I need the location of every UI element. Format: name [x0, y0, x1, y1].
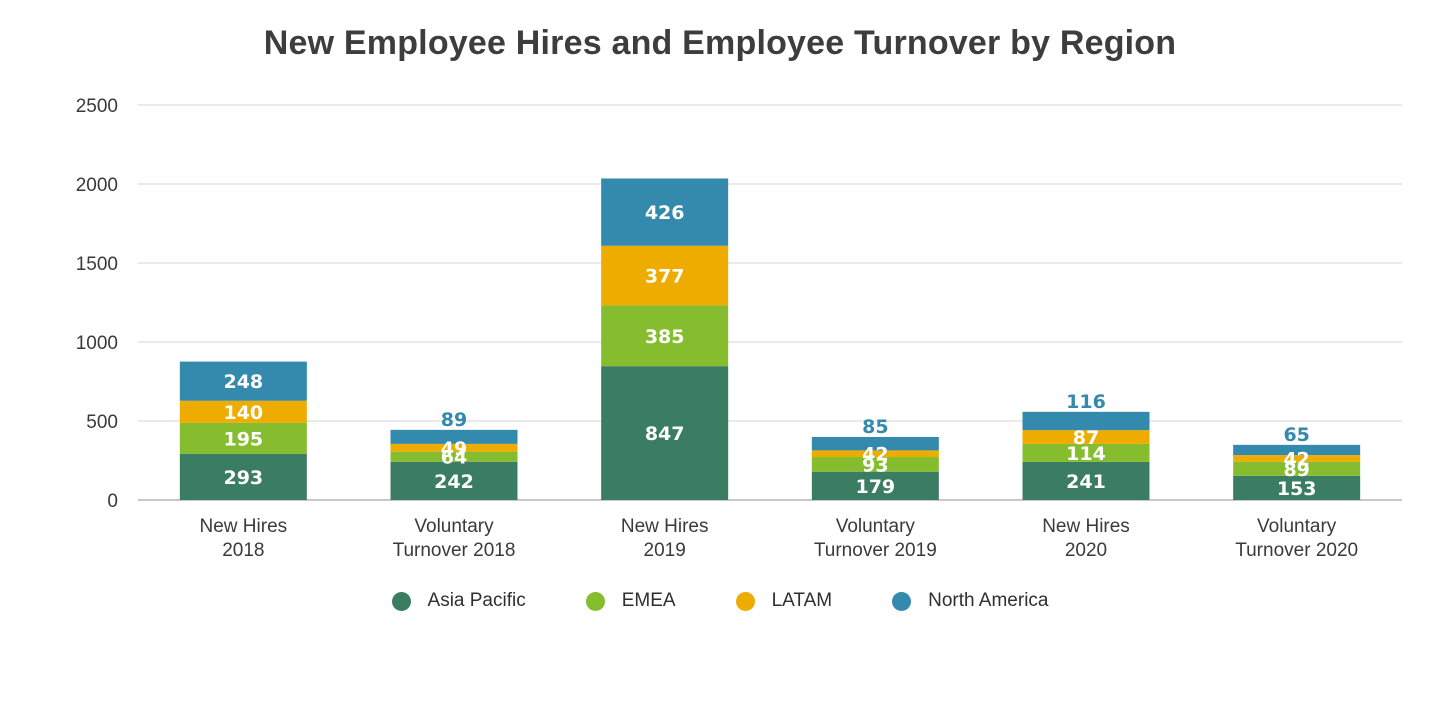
bar-segment	[1233, 461, 1361, 476]
bar-segment	[390, 429, 518, 444]
data-label: 248	[223, 371, 263, 393]
y-tick-label: 500	[86, 412, 118, 433]
bar-segment	[179, 361, 307, 401]
y-tick-label: 2000	[76, 175, 118, 196]
data-label: 847	[645, 423, 685, 445]
bar-stack	[179, 361, 307, 500]
bar-segment	[811, 471, 939, 500]
legend-swatch	[735, 591, 755, 611]
data-label: 153	[1277, 478, 1317, 500]
legend-item: EMEA	[585, 590, 676, 612]
bar-segment	[601, 366, 729, 500]
data-label: 42	[862, 444, 888, 466]
x-category-label: 2020	[1065, 540, 1107, 561]
bar-segment	[1022, 461, 1150, 500]
legend: Asia Pacific EMEA LATAM North America	[0, 590, 1440, 612]
bar-segment	[601, 245, 729, 306]
bar-segment	[1022, 430, 1150, 444]
data-label: 42	[1283, 448, 1309, 470]
x-category-label: New Hires	[1042, 516, 1130, 537]
bar-segment	[1233, 455, 1361, 462]
data-label: 241	[1066, 471, 1106, 493]
bar-segment	[1022, 411, 1150, 431]
data-label: 385	[645, 326, 685, 348]
legend-label: North America	[928, 590, 1049, 611]
x-category-label: 2018	[222, 540, 264, 561]
data-label: 64	[441, 447, 467, 469]
y-tick-label: 1500	[76, 254, 118, 275]
bar-stack	[811, 436, 939, 500]
bar-segment	[811, 436, 939, 451]
legend-swatch	[892, 591, 912, 611]
bar-segment	[601, 305, 729, 367]
bar-segment	[1022, 443, 1150, 462]
x-category-label: Turnover 2019	[814, 540, 937, 561]
legend-item: North America	[892, 590, 1048, 612]
bar-segment	[390, 443, 518, 452]
legend-label: EMEA	[621, 590, 676, 611]
data-label: 195	[223, 428, 263, 450]
bar-stack	[390, 429, 518, 500]
legend-swatch	[391, 591, 411, 611]
data-label: 85	[862, 416, 888, 438]
data-label: 89	[441, 409, 467, 431]
data-label: 179	[855, 476, 895, 498]
y-tick-label: 1000	[76, 333, 118, 354]
bar-segment	[1233, 444, 1361, 456]
x-category-label: Voluntary	[414, 516, 494, 537]
data-label: 116	[1066, 391, 1106, 413]
data-label: 293	[223, 467, 263, 489]
data-label: 426	[645, 202, 685, 224]
legend-item: Asia Pacific	[391, 590, 526, 612]
x-category-label: Turnover 2020	[1235, 540, 1358, 561]
data-label: 140	[223, 402, 263, 424]
bar-segment	[390, 461, 518, 500]
legend-label: Asia Pacific	[427, 590, 526, 611]
data-label: 65	[1283, 424, 1309, 446]
bar-segment	[811, 450, 939, 458]
x-category-label: New Hires	[621, 516, 709, 537]
bar-stack	[1022, 411, 1150, 500]
data-label: 377	[645, 266, 685, 288]
bar-segment	[179, 453, 307, 500]
data-label: 49	[441, 438, 467, 460]
legend-swatch	[585, 591, 605, 611]
x-category-label: 2019	[644, 540, 686, 561]
x-category-label: Voluntary	[1257, 516, 1337, 537]
bar-segment	[179, 422, 307, 454]
data-label: 89	[1283, 459, 1309, 481]
legend-label: LATAM	[771, 590, 833, 611]
bar-stack	[1233, 444, 1361, 500]
bar-segment	[179, 400, 307, 423]
data-label: 93	[862, 454, 888, 476]
bar-segment	[1233, 475, 1361, 500]
bar-segment	[811, 457, 939, 472]
y-tick-label: 2500	[76, 96, 118, 117]
legend-item: LATAM	[735, 590, 833, 612]
y-tick-label: 0	[107, 491, 118, 512]
bar-segment	[601, 178, 729, 246]
bar-stack	[601, 178, 729, 500]
x-category-label: Voluntary	[836, 516, 916, 537]
x-category-label: New Hires	[200, 516, 288, 537]
bar-segment	[390, 451, 518, 462]
data-label: 87	[1073, 427, 1099, 449]
data-label: 114	[1066, 443, 1106, 465]
data-label: 242	[434, 471, 474, 493]
x-category-label: Turnover 2018	[393, 540, 516, 561]
chart-title: New Employee Hires and Employee Turnover…	[263, 24, 1177, 62]
